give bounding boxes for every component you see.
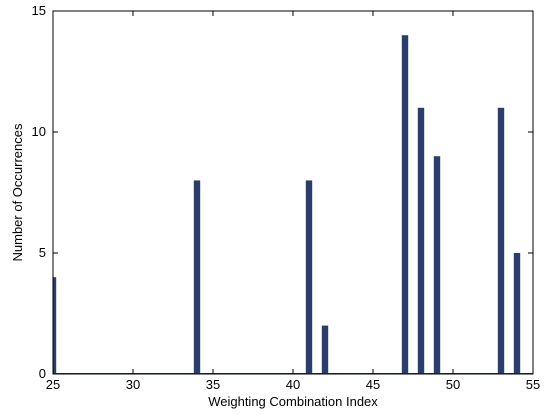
- y-tick-label-0: 0: [39, 366, 46, 381]
- x-tick-label-25: 25: [46, 377, 60, 392]
- bar-x-54: [513, 253, 521, 374]
- x-tick-label-50: 50: [446, 377, 460, 392]
- y-tick-label-10: 10: [32, 124, 46, 139]
- bar-x-25: [53, 277, 57, 374]
- bar-x-48: [417, 107, 425, 375]
- y-tick-label-5: 5: [39, 245, 46, 260]
- x-tick-label-40: 40: [286, 377, 300, 392]
- bar-x-47: [401, 35, 409, 374]
- x-tick-label-30: 30: [126, 377, 140, 392]
- x-axis-label: Weighting Combination Index: [208, 394, 378, 409]
- y-axis-ticks: 0 5 10 15: [32, 3, 533, 381]
- x-axis-ticks: 25 30 35 40 45 50 55: [46, 11, 540, 392]
- bar-x-49: [433, 156, 441, 374]
- y-axis-label: Number of Occurrences: [10, 123, 25, 261]
- x-tick-label-45: 45: [366, 377, 380, 392]
- bar-x-53: [497, 107, 505, 375]
- bar-x-41: [305, 180, 313, 374]
- bar-x-34: [193, 180, 201, 374]
- y-tick-label-15: 15: [32, 3, 46, 18]
- x-tick-label-55: 55: [526, 377, 540, 392]
- bar-x-42: [321, 325, 329, 374]
- x-tick-label-35: 35: [206, 377, 220, 392]
